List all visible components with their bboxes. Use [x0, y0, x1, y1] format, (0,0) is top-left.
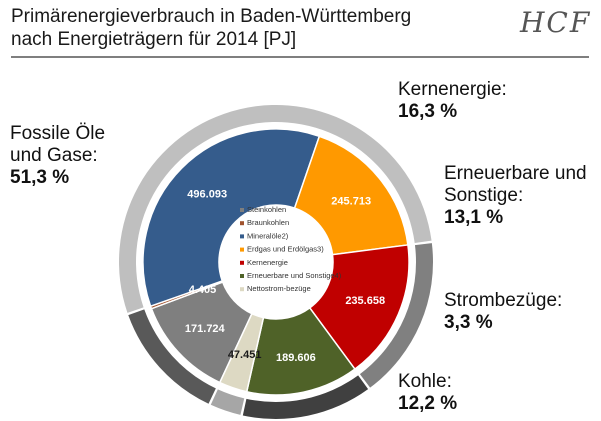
group-name-line: Sonstige: — [444, 185, 524, 206]
legend-swatch-2 — [240, 234, 244, 239]
hcf-logo: HCF — [520, 6, 592, 39]
legend-entry-4: Kernenergie — [247, 258, 288, 267]
group-label-4: Strombezüge: 3,3 % — [444, 290, 562, 334]
legend-swatch-4 — [240, 260, 244, 265]
legend-hole — [219, 205, 333, 319]
legend-swatch-0 — [240, 208, 244, 212]
inner-value-label-3: 245.713 — [331, 196, 371, 208]
legend-entry-6: Nettostrom-bezüge — [247, 284, 311, 293]
inner-value-label-1: 4.405 — [189, 284, 217, 296]
group-percent: 51,3 % — [10, 167, 70, 188]
group-label-0: Kohle: 12,2 % — [398, 371, 457, 415]
outer-segment-3 — [242, 375, 369, 419]
title-divider — [11, 56, 589, 58]
group-name-line: Kohle: — [398, 371, 452, 392]
group-percent: 16,3 % — [398, 101, 458, 122]
inner-value-label-5: 189.606 — [276, 352, 316, 364]
group-name-line: und Gase: — [10, 145, 98, 166]
chart-title-line2: nach Energieträgern für 2014 [PJ] — [11, 29, 297, 50]
legend-swatch-5 — [240, 274, 244, 278]
outer-segment-2 — [359, 243, 433, 388]
group-name-line: Erneuerbare und — [444, 163, 587, 184]
group-percent: 13,1 % — [444, 207, 504, 228]
legend-swatch-6 — [240, 287, 244, 292]
legend-swatch-1 — [240, 221, 244, 226]
legend-swatch-3 — [240, 247, 244, 252]
group-label-1: Fossile Öle und Gase: 51,3 % — [10, 123, 105, 189]
group-percent: 3,3 % — [444, 312, 493, 333]
legend-entry-0: Steinkohlen — [247, 205, 286, 214]
chart-title-line1: Primärenergieverbrauch in Baden-Württemb… — [11, 6, 412, 27]
group-name-line: Fossile Öle — [10, 123, 106, 144]
legend: Steinkohlen Braunkohlen Mineralöle2) Erdgas… — [240, 205, 342, 293]
group-label-2: Kernenergie: 16,3 % — [398, 79, 507, 123]
outer-segment-4 — [210, 389, 245, 415]
chart-title: Primärenergieverbrauch in Baden-Württemb… — [11, 5, 411, 51]
inner-value-label-6: 47.451 — [228, 349, 262, 361]
legend-entry-1: Braunkohlen — [247, 218, 289, 227]
outer-ring — [119, 105, 433, 419]
inner-value-labels: 171.724 4.405 496.093 245.713 235.658 189.606… — [185, 189, 385, 364]
group-percent: 12,2 % — [398, 393, 458, 414]
legend-entry-5: Erneuerbare und Sonstige4) — [247, 271, 342, 280]
outer-segment-0 — [128, 309, 216, 404]
inner-value-label-2: 496.093 — [187, 189, 227, 201]
inner-value-label-0: 171.724 — [185, 323, 226, 335]
legend-entry-2: Mineralöle2) — [247, 231, 289, 240]
group-label-3: Erneuerbare und Sonstige: 13,1 % — [444, 163, 587, 229]
group-name-line: Strombezüge: — [444, 290, 563, 311]
legend-entry-3: Erdgas und Erdölgas3) — [247, 245, 324, 254]
inner-value-label-4: 235.658 — [345, 295, 385, 307]
group-name-line: Kernenergie: — [398, 79, 507, 100]
